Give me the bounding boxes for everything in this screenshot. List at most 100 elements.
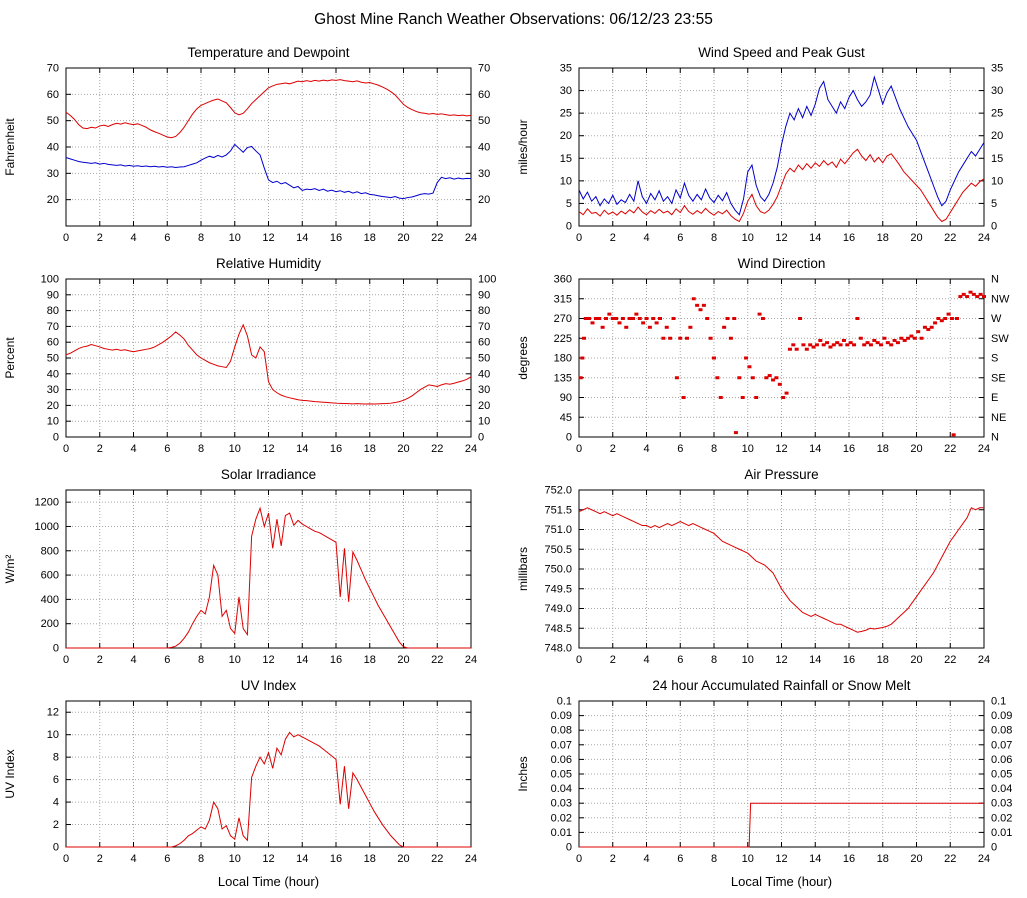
x-tick-label: 4 [643,853,649,865]
x-tick-label: 0 [63,853,69,865]
x-tick-label: 18 [364,232,376,244]
plot-border [65,67,472,227]
x-tick-label: 20 [910,443,922,455]
y-axis-title: W/m² [3,555,17,584]
y-axis-title: degrees [516,336,530,379]
y-tick-label: 6 [53,774,59,786]
x-tick-label: 12 [262,443,274,455]
chart-rainfall: 0 2 4 6 8 10 12 14 16 18 20 22 24 0 0 0.01 0.01 0.02 0.02 0… [513,675,1026,898]
chart-title: Wind Speed and Peak Gust [698,45,865,60]
x-tick-label: 10 [742,853,754,865]
x-tick-label: 22 [431,232,443,244]
x-tick-label: 0 [576,654,582,666]
x-tick-label: 16 [843,853,855,865]
y-tick-label: 0.03 [551,798,572,810]
x-tick-label: 20 [910,853,922,865]
y-right-tick-label: 0.05 [991,769,1012,781]
x-tick-label: 18 [364,654,376,666]
x-tick-label: 12 [775,443,787,455]
x-tick-label: 16 [843,443,855,455]
y-right-tick-label: 30 [478,168,490,180]
x-tick-label: 8 [711,654,717,666]
plot-border [65,489,472,649]
x-tick-label: 14 [296,654,308,666]
x-tick-label: 24 [978,853,990,865]
x-tick-label: 16 [330,443,342,455]
y-right-tick-label: NW [991,293,1010,305]
series-uv [66,731,471,848]
y-tick-label: 5 [566,198,572,210]
y-tick-label: 0.06 [551,754,572,766]
x-tick-label: 10 [742,443,754,455]
x-tick-label: 10 [229,654,241,666]
x-tick-label: 8 [711,853,717,865]
y-right-tick-label: 0.01 [991,827,1012,839]
x-tick-label: 22 [944,443,956,455]
y-tick-label: 0.09 [551,710,572,722]
x-tick-label: 16 [843,232,855,244]
x-tick-label: 12 [775,654,787,666]
y-tick-label: 600 [41,570,59,582]
y-tick-label: 0 [53,432,59,444]
x-tick-label: 14 [809,443,821,455]
y-right-tick-label: 100 [478,274,496,286]
x-tick-label: 0 [576,853,582,865]
x-tick-label: 6 [677,232,683,244]
x-tick-label: 4 [130,654,136,666]
x-tick-label: 10 [229,443,241,455]
x-tick-label: 22 [431,853,443,865]
chart-solar-irradiance: 0 2 4 6 8 10 12 14 16 18 20 22 24 0 200 400 600 800 1000 12… [0,464,513,675]
x-tick-label: 12 [775,232,787,244]
series-temperature [65,79,472,139]
x-tick-label: 4 [643,232,649,244]
y-right-tick-label: 0.06 [991,754,1012,766]
x-tick-label: 12 [262,654,274,666]
y-tick-label: 0 [53,643,59,655]
y-tick-label: 30 [47,384,59,396]
y-right-tick-label: 5 [991,198,997,210]
x-tick-label: 10 [229,232,241,244]
y-tick-label: 748.0 [544,643,572,655]
y-axis-title: Inches [516,756,530,791]
y-tick-label: 0.01 [551,827,572,839]
chart-title: Air Pressure [744,467,818,482]
y-right-tick-label: 0.04 [991,783,1012,795]
x-tick-label: 0 [63,232,69,244]
x-tick-label: 20 [397,232,409,244]
y-tick-label: 749.5 [544,583,572,595]
x-tick-label: 8 [198,853,204,865]
y-right-tick-label: 0 [991,842,997,854]
chart-title: 24 hour Accumulated Rainfall or Snow Mel… [652,678,910,693]
x-tick-label: 2 [97,853,103,865]
x-tick-label: 6 [677,654,683,666]
y-tick-label: 30 [560,85,572,97]
page-title: Ghost Mine Ranch Weather Observations: 0… [314,11,713,28]
y-tick-label: 20 [560,130,572,142]
tick-marks [65,701,472,848]
series-peak-gust [578,75,985,216]
plot-border [578,67,985,227]
x-tick-label: 14 [296,443,308,455]
gridlines [65,278,472,438]
chart-title: Relative Humidity [216,256,321,271]
gridlines [578,700,985,848]
y-right-tick-label: 30 [991,85,1003,97]
y-tick-label: 30 [47,168,59,180]
y-tick-label: 135 [554,372,572,384]
x-tick-label: 18 [364,853,376,865]
y-right-tick-label: 0.07 [991,739,1012,751]
y-right-tick-label: 20 [478,194,490,206]
x-tick-label: 22 [944,232,956,244]
y-right-tick-label: 0 [991,221,997,233]
y-tick-label: 60 [47,89,59,101]
x-tick-label: 8 [198,654,204,666]
plot-border [65,700,472,848]
x-tick-label: 8 [711,232,717,244]
x-tick-label: 24 [465,654,477,666]
x-tick-label: 12 [262,232,274,244]
x-tick-label: 24 [465,443,477,455]
series-humidity [65,323,472,405]
chart-title: Temperature and Dewpoint [187,45,349,60]
y-tick-label: 90 [560,392,572,404]
